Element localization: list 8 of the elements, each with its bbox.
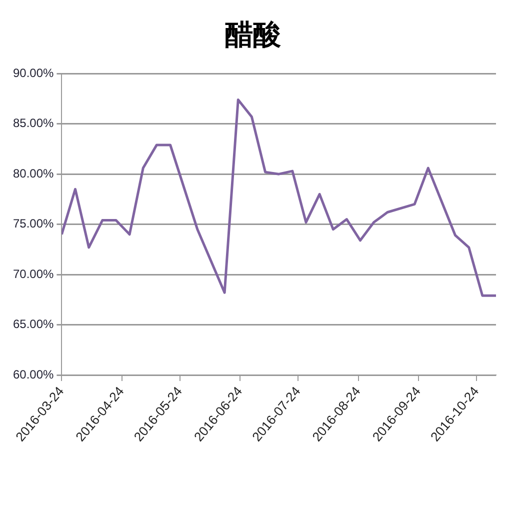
y-tick-label: 90.00% [12,66,54,80]
y-tick-label: 85.00% [12,116,54,130]
y-tick-label: 80.00% [12,166,54,180]
y-tick-label: 70.00% [12,266,54,281]
y-tick-label: 60.00% [12,367,54,382]
y-tick-label: 75.00% [12,216,54,231]
y-tick-label: 65.00% [12,317,54,332]
chart-title: 醋酸 [225,18,281,52]
